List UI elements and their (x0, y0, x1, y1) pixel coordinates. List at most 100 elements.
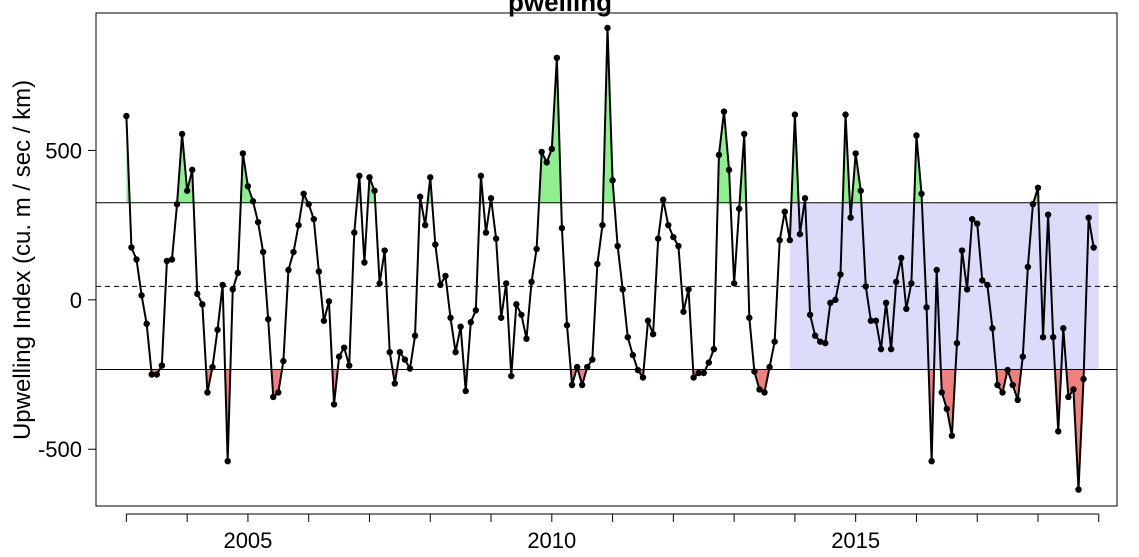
data-point (730, 280, 738, 287)
data-point (244, 183, 252, 190)
data-point (974, 220, 981, 227)
data-point (346, 362, 353, 369)
data-point (918, 190, 925, 197)
data-point (361, 259, 368, 266)
data-point (325, 298, 333, 305)
data-point (421, 221, 429, 229)
data-point (654, 235, 662, 242)
data-point (254, 218, 262, 226)
data-point (968, 215, 976, 223)
data-point (270, 393, 277, 401)
data-point (761, 389, 768, 396)
data-point (315, 268, 323, 275)
below-threshold-fill (271, 369, 283, 397)
data-point (452, 348, 459, 356)
data-point (578, 381, 586, 389)
data-point (882, 299, 890, 307)
y-axis-title: Upwelling Index (cu. m / sec / km) (9, 80, 36, 440)
data-point (381, 247, 388, 254)
data-point (806, 311, 814, 318)
data-point (411, 332, 419, 339)
data-point (1075, 486, 1082, 493)
data-point (472, 307, 480, 314)
data-point (573, 363, 581, 371)
data-point (518, 311, 525, 318)
data-point (158, 362, 166, 369)
data-point (928, 457, 935, 465)
data-point (933, 266, 940, 274)
data-point (386, 348, 393, 356)
data-point (867, 317, 875, 324)
data-point (275, 389, 282, 396)
x-axis: 2005 2010 2015 (125, 513, 1100, 553)
data-point (467, 319, 474, 326)
data-point (280, 357, 287, 365)
data-point (948, 432, 956, 439)
above-threshold-fill (717, 111, 731, 203)
data-point (599, 221, 606, 229)
data-point (872, 317, 880, 324)
data-point (234, 269, 242, 277)
data-point (427, 174, 434, 181)
data-point (295, 221, 302, 229)
data-point (938, 389, 945, 396)
data-point (189, 166, 196, 174)
data-point (619, 286, 626, 293)
data-point (1060, 325, 1067, 332)
data-point (604, 24, 611, 32)
data-point (842, 111, 849, 118)
data-point (675, 242, 682, 250)
data-point (178, 130, 186, 138)
data-point (351, 229, 358, 236)
data-point (209, 363, 216, 371)
data-point (756, 386, 763, 393)
data-point (908, 280, 915, 287)
data-point (791, 111, 799, 118)
data-point (609, 177, 616, 184)
y-tick-label: 0 (70, 288, 82, 313)
data-point (447, 314, 454, 321)
data-point (492, 235, 500, 242)
data-point (558, 224, 566, 232)
data-point (173, 201, 181, 208)
data-point (766, 363, 773, 371)
data-point (1019, 353, 1027, 360)
data-point (715, 151, 723, 159)
data-point (1065, 393, 1072, 401)
data-point (852, 150, 859, 157)
data-point (822, 339, 829, 347)
data-point (330, 401, 338, 408)
data-point (898, 254, 905, 262)
data-point (1044, 211, 1052, 218)
data-point (1014, 396, 1021, 404)
data-point (310, 215, 317, 223)
data-point (239, 150, 247, 157)
data-point (249, 198, 257, 205)
data-point (1055, 428, 1062, 435)
data-point (963, 286, 971, 293)
data-point (128, 244, 135, 251)
data-point (194, 290, 201, 298)
data-point (224, 457, 231, 465)
data-point (746, 314, 753, 321)
data-point (700, 369, 707, 377)
data-point (629, 351, 637, 359)
data-point (305, 201, 312, 208)
data-point (533, 245, 540, 253)
data-point (259, 248, 267, 256)
data-point (1029, 201, 1037, 208)
data-point (594, 260, 601, 268)
data-point (776, 236, 783, 244)
data-point (720, 108, 728, 115)
data-point (796, 230, 804, 238)
data-point (817, 338, 824, 345)
data-point (335, 353, 343, 360)
data-point (639, 374, 647, 381)
series-points (123, 24, 1097, 493)
data-point (634, 366, 642, 374)
data-point (786, 236, 794, 244)
data-point (903, 305, 910, 312)
data-point (356, 172, 363, 180)
data-point (548, 145, 556, 153)
data-point (199, 301, 206, 308)
